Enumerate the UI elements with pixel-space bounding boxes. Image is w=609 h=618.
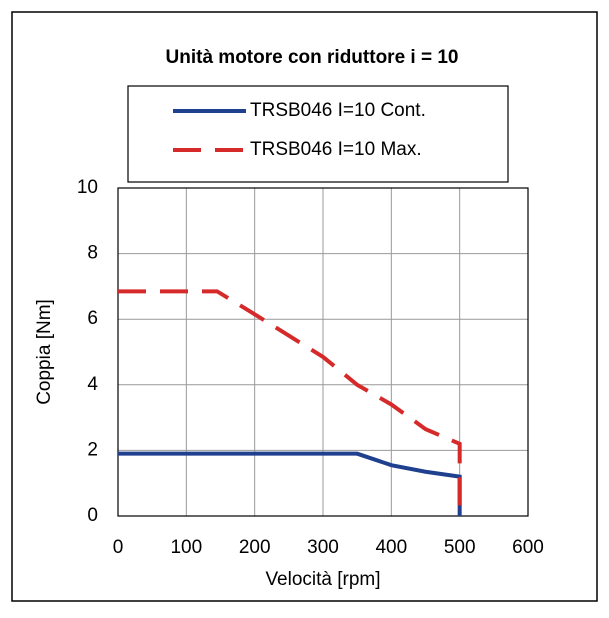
x-tick-label: 100: [170, 537, 202, 558]
x-tick-label: 300: [307, 537, 339, 558]
chart-title: Unità motore con riduttore i = 10: [166, 47, 459, 68]
y-tick-label: 6: [87, 308, 98, 329]
y-axis-label: Coppia [Nm]: [34, 299, 55, 405]
legend-label: TRSB046 I=10 Cont.: [250, 100, 426, 121]
legend-label: TRSB046 I=10 Max.: [250, 139, 422, 160]
y-tick-label: 10: [77, 177, 98, 198]
x-tick-label: 500: [444, 537, 476, 558]
x-axis-label: Velocità [rpm]: [265, 569, 380, 590]
y-tick-label: 2: [87, 439, 98, 460]
y-tick-label: 0: [87, 505, 98, 526]
legend: [127, 85, 509, 183]
x-tick-label: 600: [512, 537, 544, 558]
plot-border: [117, 187, 529, 517]
x-tick-label: 200: [239, 537, 271, 558]
series-line: [118, 289, 462, 516]
x-tick-label: 400: [375, 537, 407, 558]
x-tick-label: 0: [113, 537, 124, 558]
y-tick-label: 4: [87, 374, 98, 395]
y-tick-label: 8: [87, 243, 98, 264]
